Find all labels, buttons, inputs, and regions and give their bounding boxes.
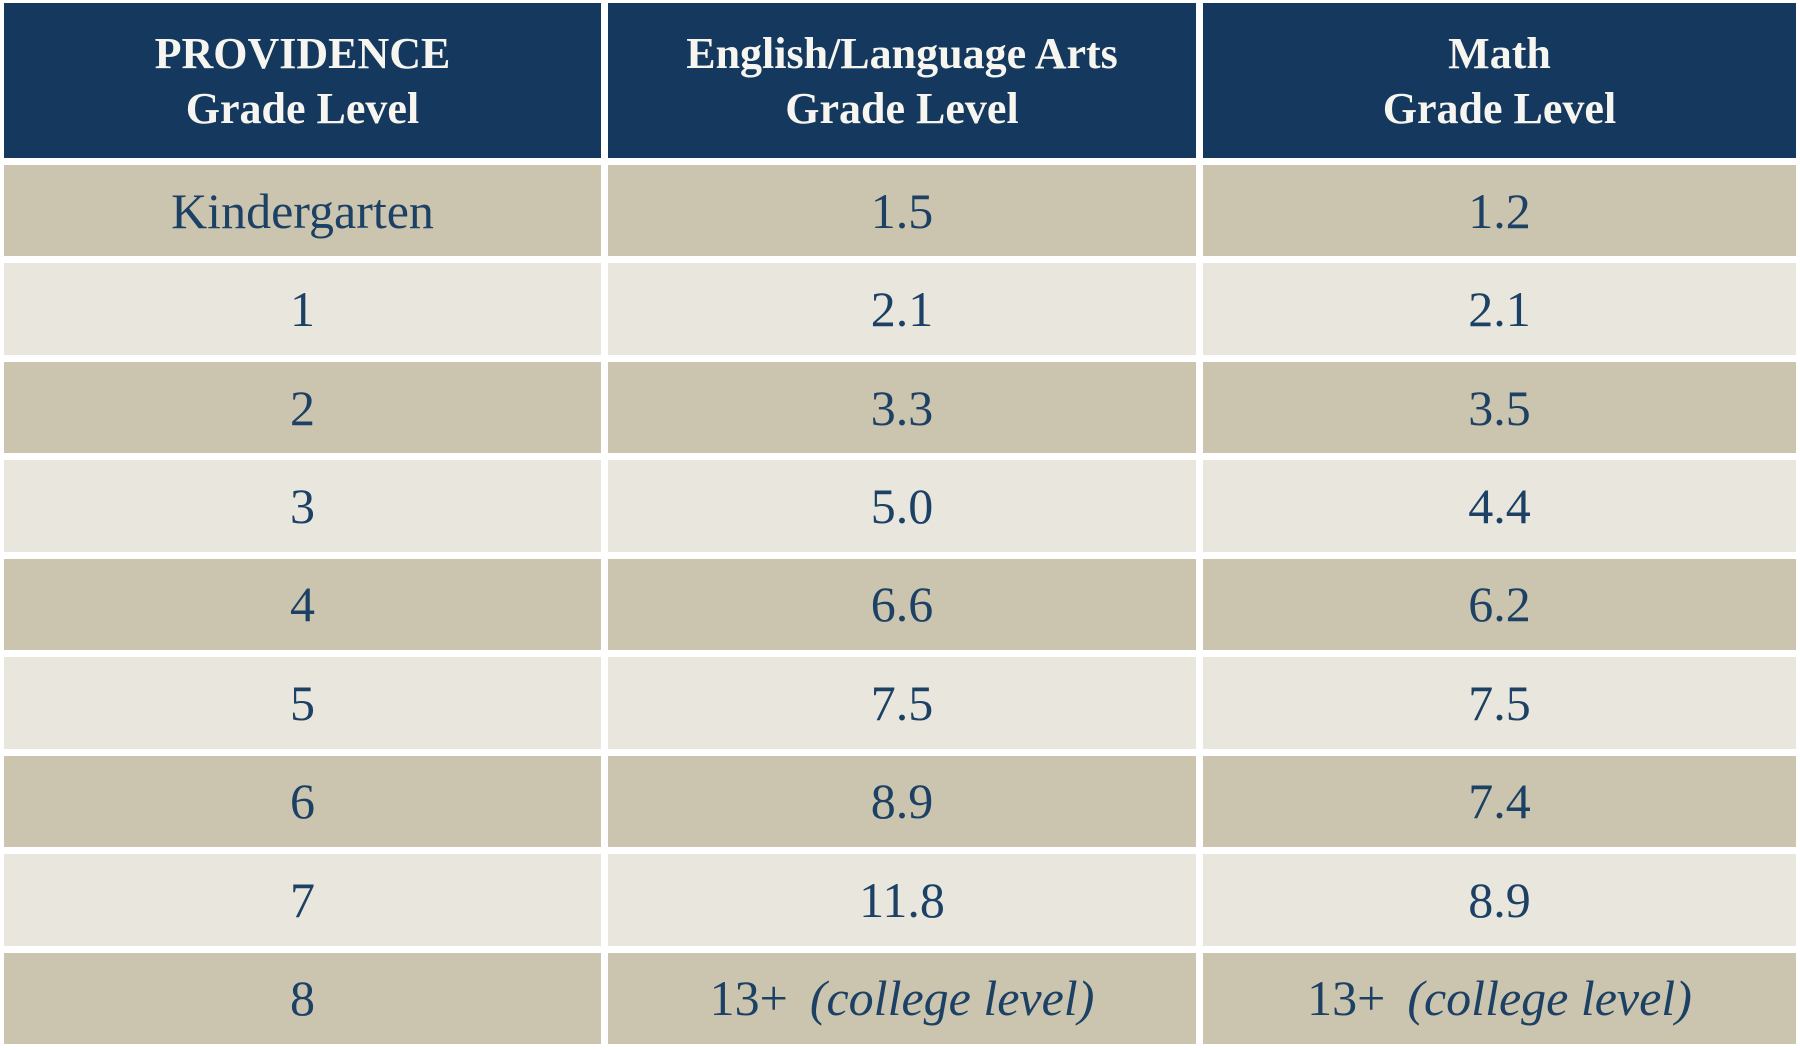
row-grade-cell: 6 — [4, 755, 601, 848]
row-grade-cell: 3 — [4, 460, 601, 552]
row-ela-cell: 2.1 — [608, 263, 1196, 355]
row-ela-cell-value: 11.8 — [859, 871, 945, 928]
header-providence-grade-level: PROVIDENCE Grade Level — [4, 3, 601, 158]
row-ela-cell: 11.8 — [608, 854, 1196, 946]
row-math-cell: 8.9 — [1203, 854, 1796, 946]
header-providence-line1: PROVIDENCE — [154, 28, 451, 78]
row-math-cell: 3.5 — [1203, 361, 1796, 454]
row-math-cell: 7.5 — [1203, 657, 1796, 749]
row-grade-cell-value: 4 — [290, 576, 315, 633]
row-math-cell-value: 6.2 — [1468, 576, 1531, 633]
row-math-cell-value: 7.5 — [1468, 674, 1531, 731]
row-math-cell-value: 7.4 — [1468, 773, 1531, 830]
row-grade-cell-value: Kindergarten — [171, 182, 434, 239]
row-ela-cell: 1.5 — [608, 165, 1196, 257]
row-ela-cell: 3.3 — [608, 361, 1196, 454]
row-ela-cell-value: 2.1 — [870, 281, 934, 338]
row-grade-cell-value: 2 — [290, 379, 315, 436]
row-ela-cell: 13+ (college level) — [608, 952, 1196, 1044]
row-math-cell: 1.2 — [1203, 165, 1796, 257]
row-ela-cell-note: (college level) — [809, 970, 1095, 1027]
row-grade-cell-value: 5 — [290, 674, 315, 731]
row-grade-cell: 1 — [4, 263, 601, 355]
row-math-cell: 7.4 — [1203, 755, 1796, 848]
row-ela-cell-value: 6.6 — [870, 576, 934, 633]
row-math-cell-value: 13+ — [1307, 970, 1386, 1027]
row-grade-cell: 2 — [4, 361, 601, 454]
row-ela-cell: 7.5 — [608, 657, 1196, 749]
row-grade-cell-value: 8 — [290, 970, 315, 1027]
row-math-cell-value: 1.2 — [1468, 182, 1531, 239]
row-grade-cell-value: 7 — [290, 871, 315, 928]
row-math-cell: 4.4 — [1203, 460, 1796, 552]
header-providence-line2: Grade Level — [185, 83, 420, 133]
row-math-cell: 13+ (college level) — [1203, 952, 1796, 1044]
row-ela-cell: 8.9 — [608, 755, 1196, 848]
row-ela-cell: 5.0 — [608, 460, 1196, 552]
row-grade-cell: 4 — [4, 558, 601, 651]
row-ela-cell-value: 1.5 — [870, 182, 934, 239]
row-grade-cell: Kindergarten — [4, 165, 601, 257]
row-ela-cell-value: 5.0 — [870, 478, 934, 535]
row-grade-cell-value: 1 — [290, 281, 315, 338]
grade-level-table: PROVIDENCE Grade Level English/Language … — [4, 3, 1796, 1044]
row-math-cell-value: 4.4 — [1468, 478, 1531, 535]
row-math-cell: 2.1 — [1203, 263, 1796, 355]
row-grade-cell: 8 — [4, 952, 601, 1044]
row-grade-cell-value: 3 — [290, 478, 315, 535]
header-ela-line2: Grade Level — [785, 83, 1019, 133]
header-math-grade-level: Math Grade Level — [1203, 3, 1796, 158]
row-math-cell-note: (college level) — [1407, 970, 1692, 1027]
row-ela-cell: 6.6 — [608, 558, 1196, 651]
row-math-cell-value: 2.1 — [1468, 281, 1531, 338]
row-math-cell-value: 3.5 — [1468, 379, 1531, 436]
row-grade-cell: 7 — [4, 854, 601, 946]
row-grade-cell: 5 — [4, 657, 601, 749]
header-math-line2: Grade Level — [1382, 83, 1617, 133]
header-ela-grade-level: English/Language Arts Grade Level — [608, 3, 1196, 158]
row-ela-cell-value: 8.9 — [870, 773, 934, 830]
row-ela-cell-value: 13+ — [709, 970, 788, 1027]
header-math-line1: Math — [1448, 28, 1551, 78]
row-ela-cell-value: 7.5 — [870, 674, 934, 731]
row-math-cell: 6.2 — [1203, 558, 1796, 651]
row-grade-cell-value: 6 — [290, 773, 315, 830]
row-ela-cell-value: 3.3 — [870, 379, 934, 436]
row-math-cell-value: 8.9 — [1468, 871, 1531, 928]
header-ela-line1: English/Language Arts — [686, 28, 1118, 78]
